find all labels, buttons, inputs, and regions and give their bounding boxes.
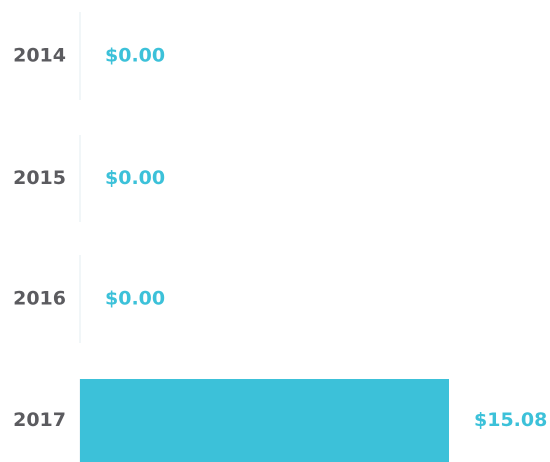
value-label: $0.00 [105, 167, 165, 189]
value-label: $15.08 [474, 409, 547, 431]
category-label: 2017 [13, 409, 66, 431]
bar [80, 379, 449, 462]
category-label: 2016 [13, 288, 66, 310]
value-label: $0.00 [105, 288, 165, 310]
category-label: 2015 [13, 167, 66, 189]
value-label: $0.00 [105, 45, 165, 67]
category-label: 2014 [13, 45, 66, 67]
